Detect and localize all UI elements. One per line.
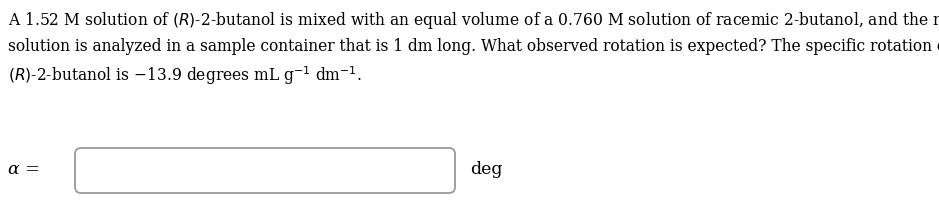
Text: deg: deg: [470, 161, 502, 178]
Text: solution is analyzed in a sample container that is 1 dm long. What observed rota: solution is analyzed in a sample contain…: [8, 38, 939, 55]
FancyBboxPatch shape: [75, 148, 455, 193]
Text: α =: α =: [8, 161, 39, 178]
Text: A 1.52 M solution of $(R)$-2-butanol is mixed with an equal volume of a 0.760 M : A 1.52 M solution of $(R)$-2-butanol is …: [8, 10, 939, 31]
Text: $(R)$-2-butanol is −13.9 degrees mL g$^{-1}$ dm$^{-1}$.: $(R)$-2-butanol is −13.9 degrees mL g$^{…: [8, 64, 362, 87]
